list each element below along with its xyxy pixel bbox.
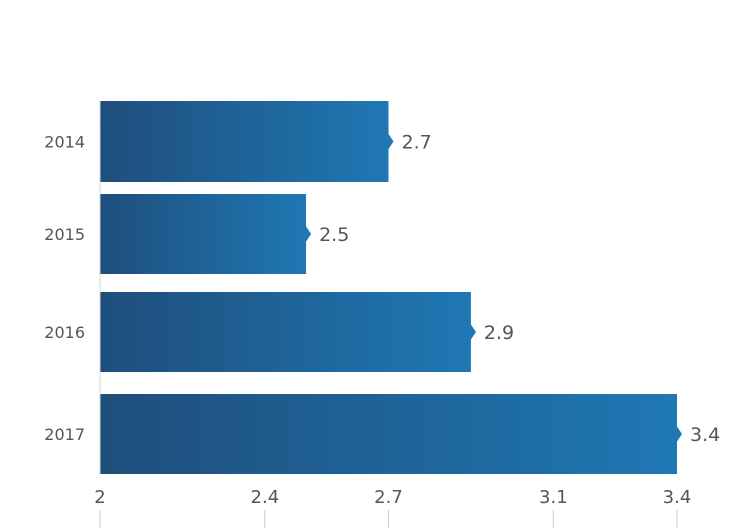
value-label-2017: 3.4: [690, 424, 720, 446]
x-tick-label-3.1: 3.1: [539, 487, 568, 508]
bar-pointer-2015: [305, 225, 312, 243]
value-label-2015: 2.5: [319, 224, 349, 246]
bar-2017: [100, 394, 677, 474]
bar-2015: [100, 194, 307, 274]
bars-layer: [100, 101, 682, 474]
x-tick-label-2.4: 2.4: [251, 487, 280, 508]
bar-pointer-2014: [387, 132, 394, 151]
x-tick-label-3.4: 3.4: [663, 487, 692, 508]
category-label-2015: 2015: [44, 225, 85, 244]
labels-layer: 2014 2.7 2015 2.5 2016 2.9 2017 3.4: [44, 132, 720, 447]
x-tick-label-2: 2: [94, 487, 105, 508]
bar-2016: [100, 292, 471, 372]
x-axis: 2 2.4 2.7 3.1 3.4: [94, 101, 691, 528]
bar-pointer-2017: [676, 425, 682, 443]
value-label-2014: 2.7: [402, 132, 432, 154]
category-label-2017: 2017: [44, 425, 85, 444]
category-label-2016: 2016: [44, 323, 85, 342]
x-tick-label-2.7: 2.7: [374, 487, 403, 508]
bar-pointer-2016: [469, 323, 476, 341]
bar-2014: [100, 101, 389, 182]
category-label-2014: 2014: [44, 133, 85, 152]
value-label-2016: 2.9: [484, 322, 514, 344]
